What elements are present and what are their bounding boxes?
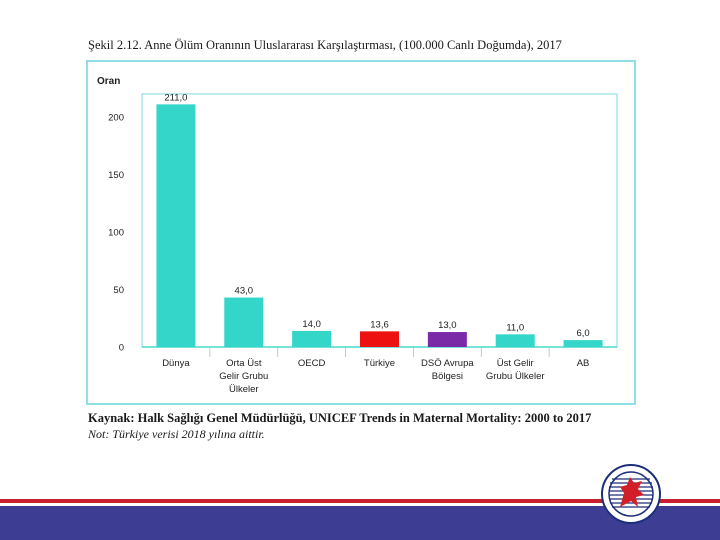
bars bbox=[156, 104, 603, 347]
x-tick-label: OECD bbox=[298, 358, 326, 369]
bar bbox=[563, 340, 603, 347]
x-tick-labels: Dünya Orta Üst Gelir Grubu Ülkeler OECD Türki… bbox=[162, 347, 589, 395]
note-caption: Not: Türkiye verisi 2018 yılına aittir. bbox=[88, 427, 265, 441]
y-tick-label: 200 bbox=[108, 113, 124, 124]
y-axis-label: Oran bbox=[97, 76, 121, 87]
bar bbox=[495, 334, 535, 347]
x-tick-label: Dünya bbox=[162, 358, 190, 369]
data-label: 14,0 bbox=[302, 319, 321, 330]
data-label: 11,0 bbox=[506, 322, 524, 333]
source-caption: Kaynak: Halk Sağlığı Genel Müdürlüğü, UN… bbox=[88, 411, 592, 425]
y-tick-label: 150 bbox=[108, 170, 124, 181]
bar bbox=[427, 332, 467, 347]
x-tick-label: AB bbox=[577, 358, 590, 369]
x-tick-label: Üst Gelir Grubu Ülkeler bbox=[486, 358, 545, 382]
data-label: 43,0 bbox=[235, 286, 254, 297]
x-tick-label: Orta Üst Gelir Grubu Ülkeler bbox=[219, 358, 268, 395]
bar bbox=[224, 297, 264, 347]
y-tick-label: 50 bbox=[113, 285, 124, 296]
bar bbox=[292, 330, 332, 347]
data-label: 211,0 bbox=[164, 92, 187, 103]
footer-blue-band bbox=[0, 506, 720, 540]
chart-frame bbox=[86, 60, 636, 405]
x-tick-label: Türkiye bbox=[364, 358, 395, 369]
figure-title: Şekil 2.12. Anne Ölüm Oranının Uluslarar… bbox=[88, 38, 562, 52]
data-label: 6,0 bbox=[576, 328, 589, 339]
plot-area bbox=[141, 93, 618, 348]
x-tick-label: DSÖ Avrupa Bölgesi bbox=[421, 358, 474, 382]
university-seal-icon bbox=[601, 464, 661, 524]
footer-red-stripe bbox=[0, 499, 720, 503]
value-labels: 211,0 43,0 14,0 13,6 13,0 11,0 6,0 bbox=[164, 92, 589, 339]
data-label: 13,0 bbox=[438, 320, 457, 331]
bar bbox=[156, 104, 196, 347]
y-tick-label: 100 bbox=[108, 228, 124, 239]
y-tick-label: 0 bbox=[119, 343, 124, 354]
bar bbox=[360, 331, 399, 347]
data-label: 13,6 bbox=[370, 319, 389, 330]
